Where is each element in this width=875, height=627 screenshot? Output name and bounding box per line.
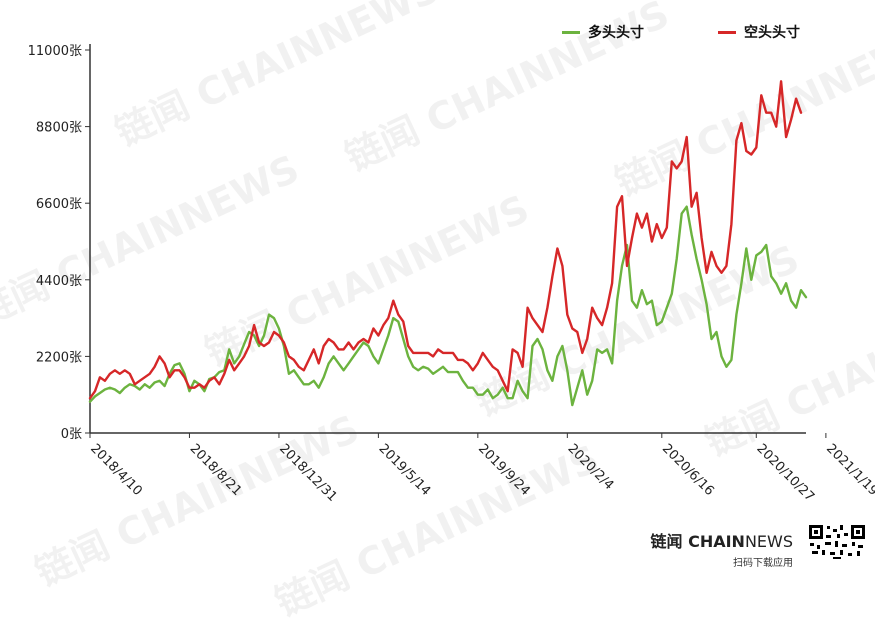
legend-long: 多头头寸: [562, 22, 644, 42]
brand-tagline: 扫码下载应用: [733, 558, 793, 569]
brand-en-bold: CHAIN: [688, 532, 745, 551]
line-chart: 0张 2200张 4400张 6600张 8800张 11000张 2018/4/10 201…: [28, 44, 875, 505]
brand-name: 链闻 CHAINNEWS: [650, 528, 793, 552]
y-tick-label: 8800张: [36, 121, 82, 136]
legend-short: 空头头寸: [718, 22, 800, 42]
x-tick-label: 2021/1/19: [823, 441, 875, 499]
y-tick-label: 0张: [61, 427, 82, 442]
x-tick-label: 2020/2/4: [565, 441, 617, 493]
x-tick-label: 2018/12/31: [276, 441, 340, 505]
legend-long-label: 多头头寸: [588, 25, 644, 41]
y-tick-label: 4400张: [36, 274, 82, 289]
y-tick-label: 11000张: [28, 44, 82, 59]
x-tick-label: 2019/9/24: [475, 441, 533, 499]
x-tick-label: 2020/10/27: [753, 441, 817, 505]
y-tick-label: 2200张: [36, 350, 82, 365]
series-line-long: [88, 205, 808, 407]
x-tick-label: 2018/8/21: [187, 441, 245, 499]
x-tick-label: 2018/4/10: [87, 441, 145, 499]
qr-code-icon: [807, 523, 867, 561]
footer-brand: 链闻 CHAINNEWS 扫码下载应用: [650, 528, 793, 569]
legend-long-swatch: [562, 30, 580, 34]
y-tick-label: 6600张: [36, 197, 82, 212]
x-tick-label: 2019/5/14: [376, 441, 434, 499]
x-tick-label: 2020/6/16: [659, 441, 717, 499]
legend-short-swatch: [718, 30, 736, 34]
series-line-short: [88, 80, 803, 400]
legend-short-label: 空头头寸: [744, 25, 800, 41]
brand-en-light: NEWS: [744, 532, 793, 551]
brand-cn: 链闻: [650, 532, 683, 551]
